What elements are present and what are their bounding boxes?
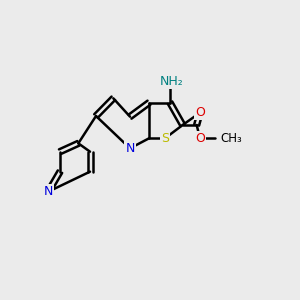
- Text: NH₂: NH₂: [160, 75, 184, 88]
- Text: N: N: [44, 185, 53, 198]
- Text: O: O: [195, 106, 205, 119]
- Text: S: S: [161, 132, 169, 145]
- Text: N: N: [125, 142, 135, 155]
- Text: O: O: [195, 132, 205, 145]
- Text: CH₃: CH₃: [220, 132, 242, 145]
